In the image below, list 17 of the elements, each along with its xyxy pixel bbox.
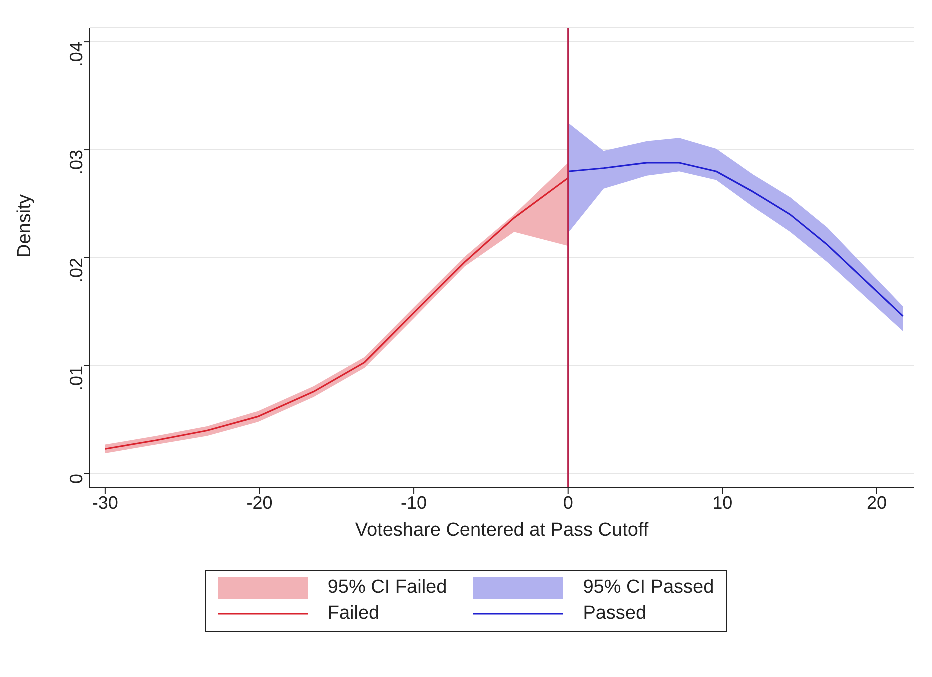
y-tick-label: 0	[66, 474, 86, 484]
x-tick-label: -20	[246, 492, 273, 513]
y-axis-title: Density	[14, 194, 36, 258]
y-tick-label: .04	[66, 42, 86, 68]
x-axis-title: Voteshare Centered at Pass Cutoff	[355, 520, 650, 541]
x-tick-label: -30	[92, 492, 118, 513]
y-tick-label: .02	[66, 258, 86, 284]
legend-label: Failed	[328, 603, 380, 625]
x-tick-label: 10	[712, 492, 733, 513]
text: 95% CI Failed	[328, 577, 448, 599]
x-tick-label: 20	[866, 492, 887, 513]
y-tick-label: .03	[66, 150, 86, 176]
y-tick-label: .01	[66, 366, 86, 392]
text: 95% CI Passed	[583, 577, 714, 599]
x-tick-label: -10	[401, 492, 428, 513]
legend-label: Passed	[583, 603, 647, 625]
x-tick-label: 0	[563, 492, 574, 513]
